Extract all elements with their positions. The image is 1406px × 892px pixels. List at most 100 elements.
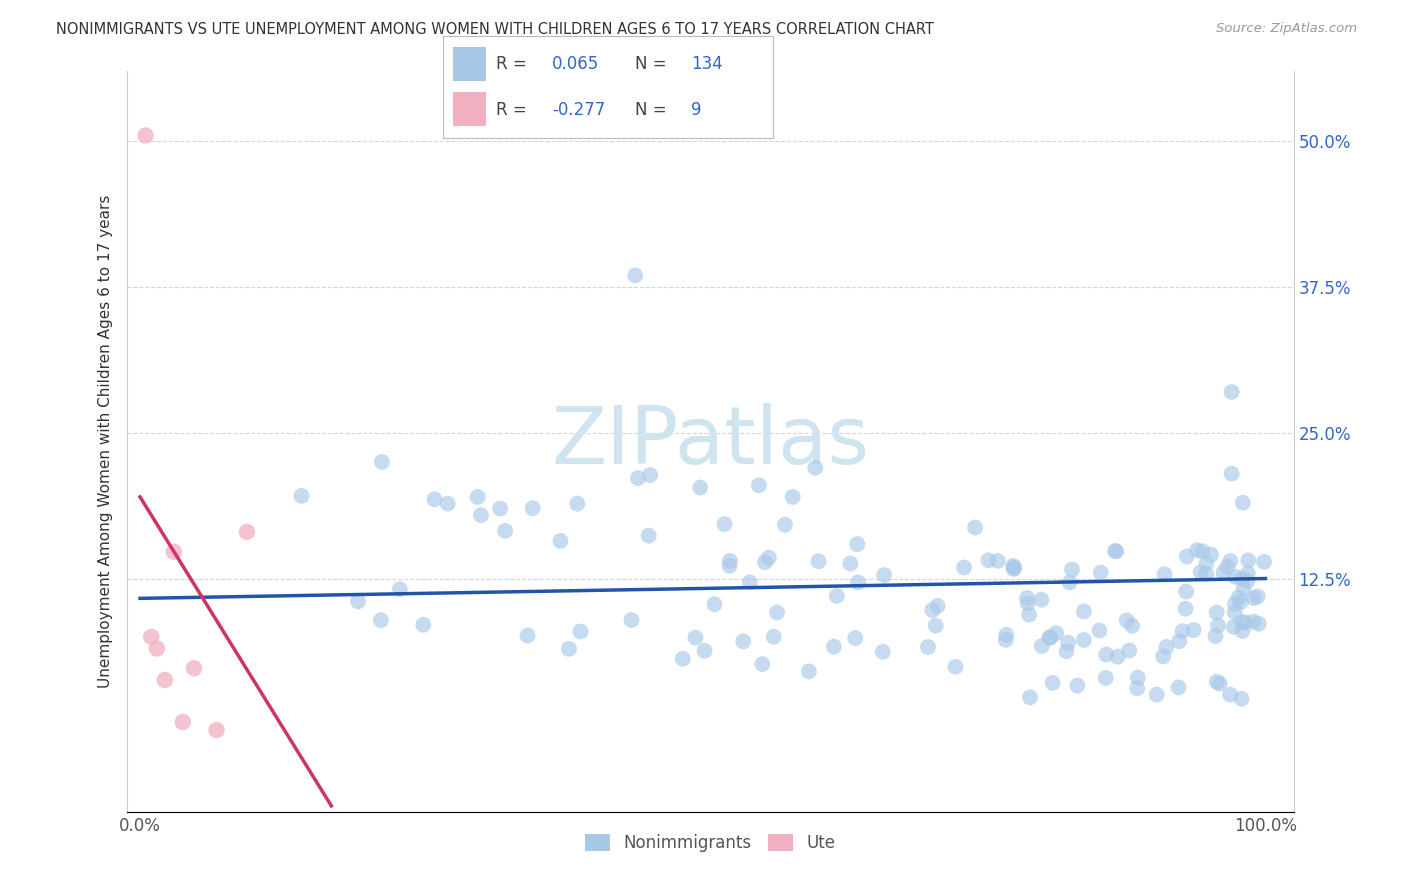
- Y-axis label: Unemployment Among Women with Children Ages 6 to 17 years: Unemployment Among Women with Children A…: [98, 194, 114, 689]
- Point: [1059, 575, 1081, 590]
- Text: NONIMMIGRANTS VS UTE UNEMPLOYMENT AMONG WOMEN WITH CHILDREN AGES 6 TO 17 YEARS C: NONIMMIGRANTS VS UTE UNEMPLOYMENT AMONG …: [56, 22, 934, 37]
- Point: [1017, 591, 1039, 605]
- Point: [1219, 688, 1241, 702]
- Point: [467, 490, 489, 504]
- Point: [1126, 681, 1149, 696]
- Point: [924, 618, 946, 632]
- Point: [1019, 690, 1042, 705]
- Point: [693, 644, 716, 658]
- Point: [1104, 544, 1126, 558]
- Point: [141, 630, 163, 644]
- Point: [1073, 632, 1095, 647]
- Point: [1167, 681, 1189, 695]
- Point: [163, 545, 186, 559]
- Text: 9: 9: [690, 101, 702, 119]
- Point: [1066, 679, 1088, 693]
- Point: [1153, 567, 1175, 582]
- Point: [205, 723, 228, 738]
- Point: [927, 599, 949, 613]
- Point: [627, 471, 650, 485]
- Point: [846, 537, 869, 551]
- Text: 0.065: 0.065: [553, 55, 599, 73]
- Point: [844, 631, 866, 645]
- Point: [624, 268, 647, 283]
- Point: [1073, 604, 1095, 618]
- Point: [751, 657, 773, 671]
- Point: [1156, 640, 1178, 654]
- Point: [797, 665, 820, 679]
- Point: [1223, 605, 1246, 619]
- Point: [917, 640, 939, 654]
- Point: [1205, 606, 1227, 620]
- Point: [1253, 555, 1275, 569]
- Point: [873, 568, 896, 582]
- Point: [839, 557, 862, 571]
- Point: [823, 640, 845, 654]
- Point: [713, 517, 735, 532]
- Point: [1038, 631, 1060, 645]
- Point: [1227, 591, 1250, 605]
- Point: [436, 497, 458, 511]
- Point: [1247, 616, 1270, 631]
- Point: [1121, 619, 1143, 633]
- Point: [807, 554, 830, 568]
- Point: [494, 524, 516, 538]
- Point: [637, 528, 659, 542]
- Point: [1105, 544, 1128, 558]
- Point: [516, 628, 538, 642]
- Point: [412, 617, 434, 632]
- Point: [1031, 639, 1053, 653]
- Point: [987, 554, 1010, 568]
- Point: [1056, 644, 1078, 658]
- Point: [370, 613, 392, 627]
- Point: [1168, 634, 1191, 648]
- Point: [995, 628, 1018, 642]
- Point: [748, 478, 770, 492]
- Point: [1204, 629, 1226, 643]
- Text: R =: R =: [496, 101, 531, 119]
- Bar: [453, 92, 486, 126]
- Point: [236, 524, 259, 539]
- Point: [1223, 597, 1246, 611]
- Point: [758, 550, 780, 565]
- Point: [1230, 595, 1253, 609]
- Point: [1090, 566, 1112, 580]
- Point: [550, 533, 572, 548]
- Point: [689, 481, 711, 495]
- Point: [1232, 624, 1254, 638]
- Text: N =: N =: [634, 101, 672, 119]
- Point: [1208, 676, 1230, 690]
- Point: [945, 660, 967, 674]
- Point: [567, 497, 589, 511]
- Point: [1223, 620, 1246, 634]
- Point: [290, 489, 312, 503]
- Point: [1241, 615, 1264, 629]
- Point: [1236, 566, 1258, 581]
- Point: [1233, 582, 1256, 596]
- Point: [1237, 553, 1260, 567]
- Point: [718, 554, 741, 568]
- Point: [1175, 549, 1198, 564]
- Point: [1230, 572, 1253, 586]
- Point: [1247, 590, 1270, 604]
- Point: [569, 624, 592, 639]
- Point: [1199, 548, 1222, 562]
- Point: [1115, 613, 1137, 627]
- Point: [1189, 566, 1212, 580]
- Point: [1220, 384, 1243, 399]
- Point: [1206, 618, 1229, 632]
- Point: [703, 597, 725, 611]
- Point: [754, 555, 776, 569]
- Text: N =: N =: [634, 55, 672, 73]
- Point: [1118, 643, 1140, 657]
- Point: [1107, 649, 1129, 664]
- Point: [1175, 584, 1198, 599]
- Point: [1225, 570, 1247, 584]
- Point: [1126, 671, 1149, 685]
- Point: [558, 641, 581, 656]
- Point: [1031, 592, 1053, 607]
- Point: [522, 501, 544, 516]
- Point: [1017, 596, 1039, 610]
- Point: [1230, 615, 1253, 629]
- Point: [733, 634, 755, 648]
